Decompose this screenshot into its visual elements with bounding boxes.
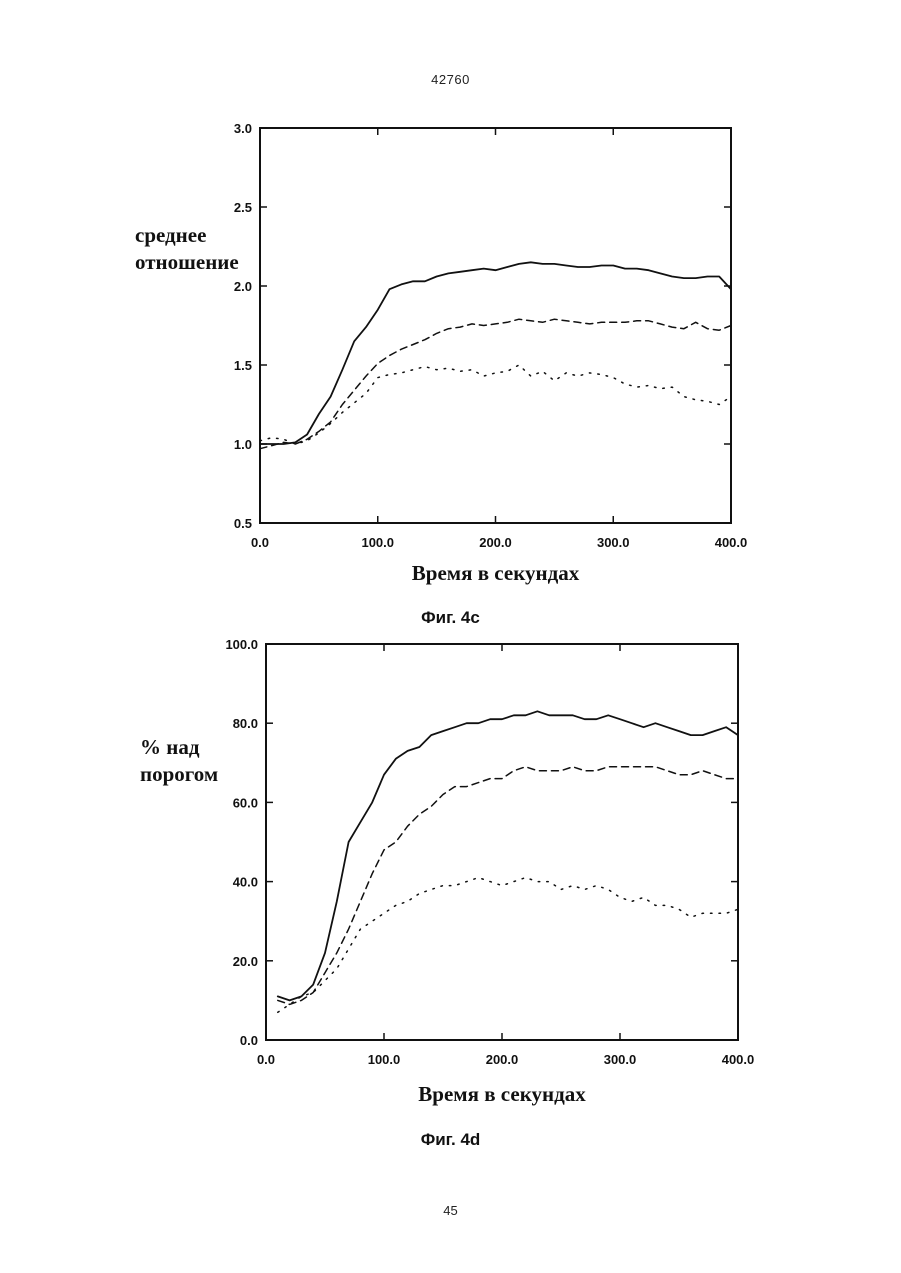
chart-4d-xtick-label: 200.0 xyxy=(486,1052,519,1067)
document-number: 42760 xyxy=(0,72,901,87)
chart-4d-ytick-label: 0.0 xyxy=(240,1033,258,1048)
chart-4c-xtick-label: 200.0 xyxy=(479,535,512,550)
page-number: 45 xyxy=(0,1203,901,1218)
chart-4d-xtick-label: 400.0 xyxy=(722,1052,755,1067)
chart-4d-series-dashed xyxy=(278,767,738,1005)
chart-4d-ytick-label: 80.0 xyxy=(233,716,258,731)
chart-4c-plot-frame xyxy=(260,128,731,523)
chart-4d-xlabel: Время в секундах xyxy=(418,1082,586,1106)
chart-4c-ytick-label: 1.0 xyxy=(234,437,252,452)
chart-4c-xtick-label: 100.0 xyxy=(361,535,394,550)
chart-4c-ylabel-line-1: среднее xyxy=(135,222,239,249)
chart-4d-ylabel-line-2: порогом xyxy=(140,761,218,788)
chart-4c-ylabel: среднее отношение xyxy=(135,222,239,276)
chart-4c-ytick-label: 2.0 xyxy=(234,279,252,294)
chart-4c-ylabel-line-2: отношение xyxy=(135,249,239,276)
chart-4d: 0.0 20.0 40.0 60.0 80.0 100.0 0.0 100.0 200.0 300… xyxy=(0,632,901,1118)
chart-4d-ytick-label: 100.0 xyxy=(225,637,258,652)
chart-4d-series-solid xyxy=(278,711,738,1000)
chart-4c-series-dashed xyxy=(260,319,731,449)
figure-caption-4c: Фиг. 4c xyxy=(0,608,901,628)
chart-4c: 0.5 1.0 1.5 2.0 2.5 3.0 0.0 100.0 200.0 300.0 400.… xyxy=(0,118,901,596)
chart-4d-ylabel-line-1: % над xyxy=(140,734,218,761)
chart-4d-plot-frame xyxy=(266,644,738,1040)
chart-4c-series-dotted xyxy=(260,365,731,444)
chart-4c-ytick-label: 0.5 xyxy=(234,516,252,531)
chart-4d-ytick-label: 60.0 xyxy=(233,795,258,810)
chart-4c-ytick-label: 3.0 xyxy=(234,121,252,136)
chart-4d-ylabel: % над порогом xyxy=(140,734,218,788)
chart-4d-xtick-label: 300.0 xyxy=(604,1052,637,1067)
chart-4c-xtick-label: 400.0 xyxy=(715,535,748,550)
chart-4c-xlabel: Время в секундах xyxy=(412,561,580,585)
chart-4c-ytick-label: 2.5 xyxy=(234,200,252,215)
chart-4d-xtick-label: 0.0 xyxy=(257,1052,275,1067)
chart-4d-ytick-label: 20.0 xyxy=(233,954,258,969)
chart-4c-xtick-label: 300.0 xyxy=(597,535,630,550)
chart-4d-series-dotted xyxy=(278,878,738,1013)
chart-4c-xtick-label: 0.0 xyxy=(251,535,269,550)
chart-4d-ytick-label: 40.0 xyxy=(233,875,258,890)
figure-caption-4d: Фиг. 4d xyxy=(0,1130,901,1150)
chart-4d-xtick-label: 100.0 xyxy=(368,1052,401,1067)
chart-4c-ytick-label: 1.5 xyxy=(234,358,252,373)
chart-4c-series-solid xyxy=(260,262,731,444)
